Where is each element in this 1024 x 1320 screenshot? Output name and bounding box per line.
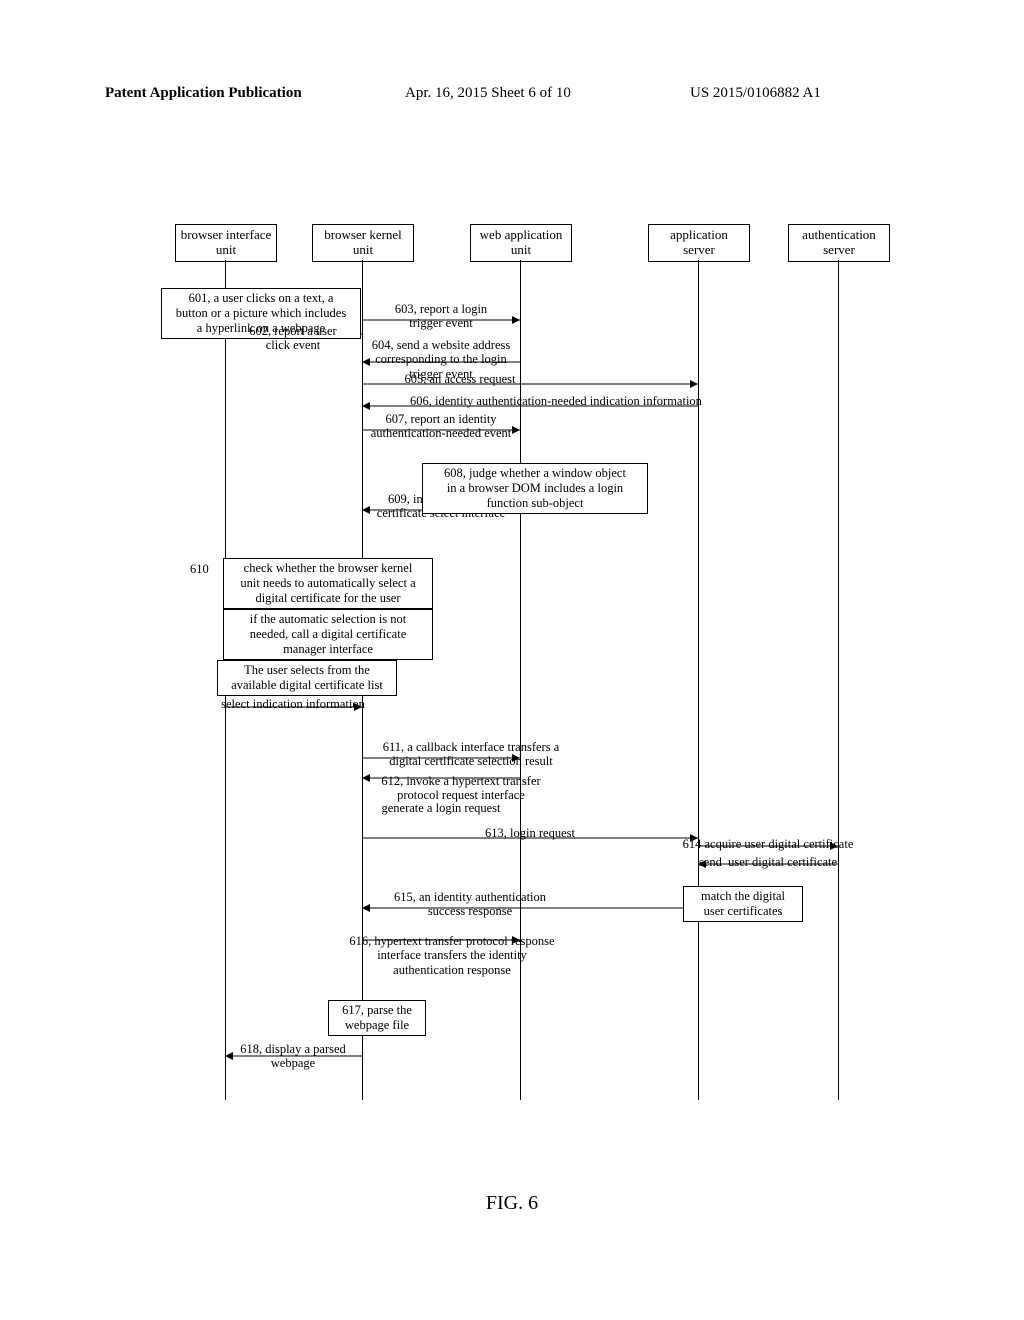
participant-p2: web application unit (470, 224, 572, 262)
lifeline-p4 (838, 260, 839, 1100)
note-608: 608, judge whether a window object in a … (422, 463, 648, 514)
sequence-diagram: browser interface unit browser kernel uni… (0, 0, 1024, 1150)
msg-a603: 603, report a login trigger event (321, 302, 561, 331)
msg-a612b: generate a login request (321, 801, 561, 815)
msg-a615: 615, an identity authentication success … (350, 890, 590, 919)
participant-p4: authentication server (788, 224, 890, 262)
lifeline-p3 (698, 260, 699, 1100)
msg-610d: select indication information (173, 697, 413, 711)
msg-a618: 618, display a parsed webpage (173, 1042, 413, 1071)
participant-p3: application server (648, 224, 750, 262)
msg-a614b: send user digital certificate (648, 855, 888, 869)
ref-610: 610 (190, 562, 209, 577)
note-610a: check whether the browser kernel unit ne… (223, 558, 433, 609)
participant-p1: browser kernel unit (312, 224, 414, 262)
page: Patent Application Publication Apr. 16, … (0, 0, 1024, 1320)
msg-a614: 614 acquire user digital certificate (648, 837, 888, 851)
msg-a605: 605, an access request (340, 372, 580, 386)
msg-a611: 611, a callback interface transfers a di… (351, 740, 591, 769)
msg-a607: 607, report an identity authentication-n… (321, 412, 561, 441)
msg-a613: 613, login request (410, 826, 650, 840)
msg-a616: 616, hypertext transfer protocol respons… (332, 934, 572, 977)
note-610c: The user selects from the available digi… (217, 660, 397, 696)
msg-a612: 612, invoke a hypertext transfer protoco… (341, 774, 581, 803)
figure-caption: FIG. 6 (0, 1192, 1024, 1215)
msg-a606: 606, identity authentication-needed indi… (410, 394, 650, 408)
note-610b: if the automatic selection is not needed… (223, 609, 433, 660)
diagram-svg (0, 0, 1024, 1150)
note-617: 617, parse the webpage file (328, 1000, 426, 1036)
note-614c: match the digital user certificates (683, 886, 803, 922)
participant-p0: browser interface unit (175, 224, 277, 262)
